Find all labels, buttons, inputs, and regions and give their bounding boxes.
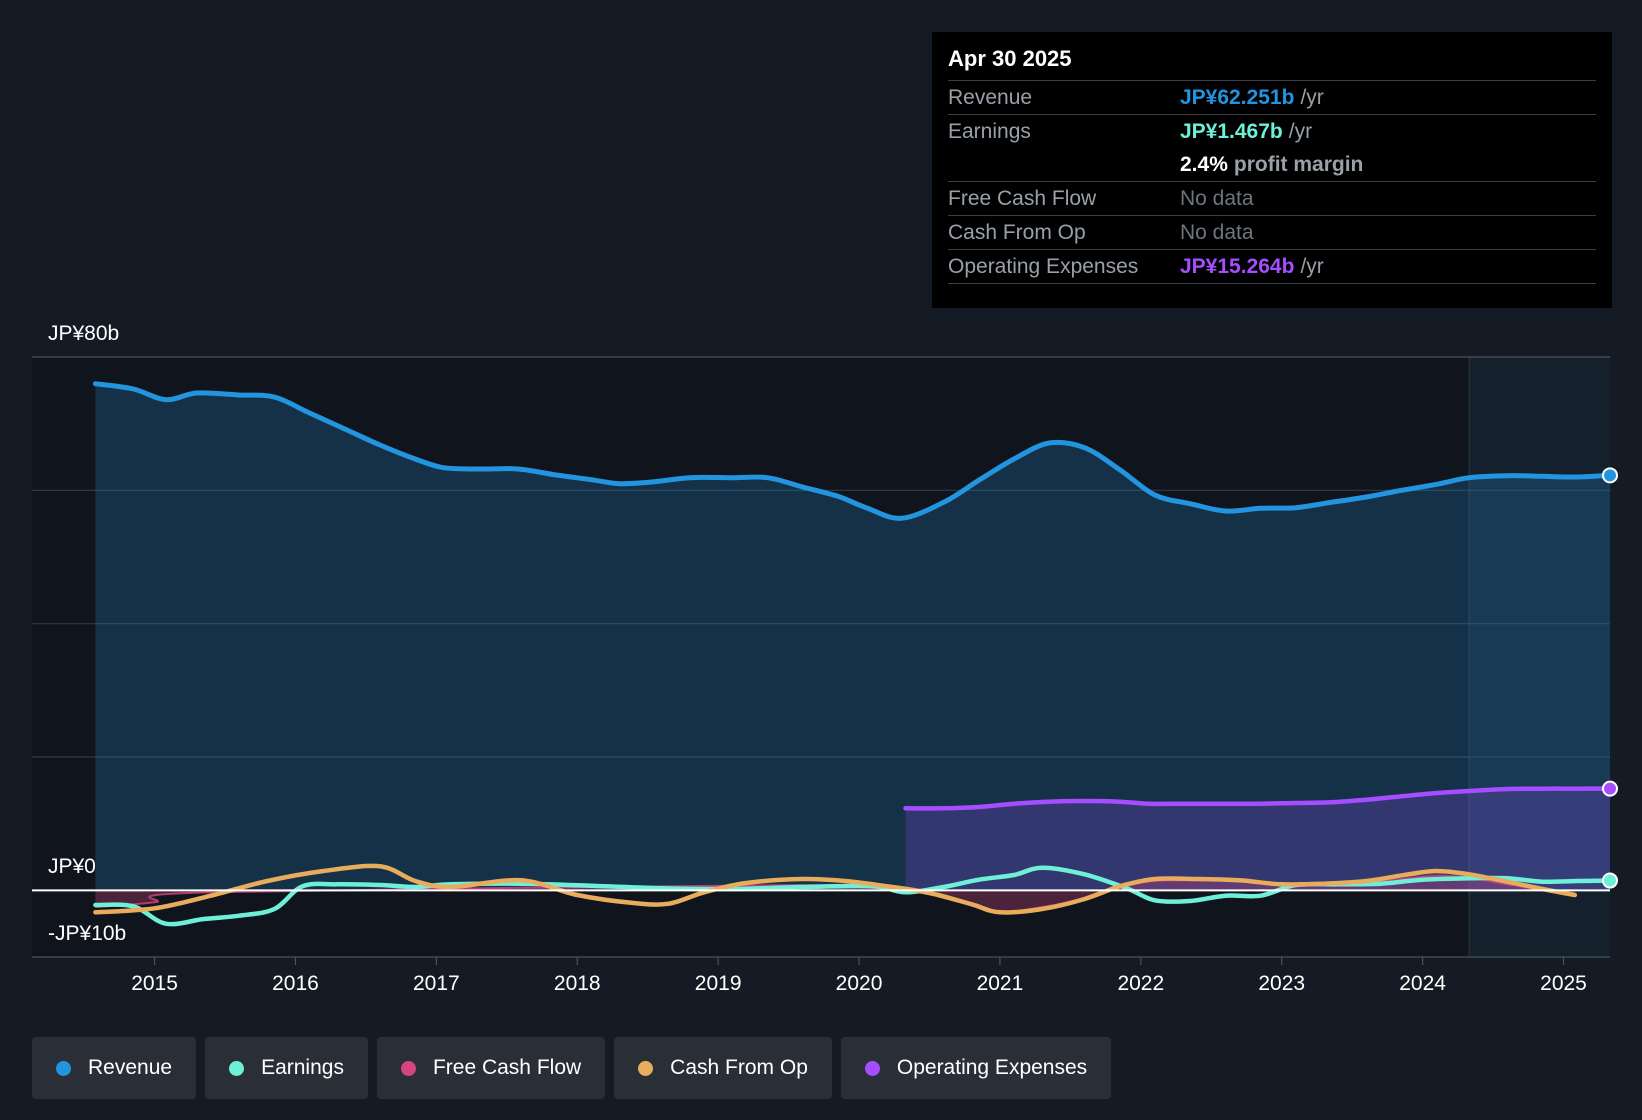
series-line-earnings[interactable] — [93, 865, 1613, 927]
legend-dot-icon — [400, 1060, 416, 1076]
x-tick-label: 2015 — [131, 972, 178, 995]
x-tick-label: 2020 — [836, 972, 883, 995]
x-tick-label: 2018 — [554, 972, 601, 995]
area-free-cash-flow — [95, 875, 1575, 913]
area-operating-expenses — [905, 788, 1610, 891]
tooltip-earnings-value: JP¥1.467b — [1180, 119, 1283, 143]
tooltip-divider — [948, 283, 1596, 284]
tooltip-margin-value: 2.4% — [1180, 152, 1228, 176]
tooltip-row-opex: Operating Expenses JP¥15.264b /yr — [948, 249, 1596, 283]
tooltip-row-margin: 2.4% profit margin — [948, 148, 1596, 181]
legend-item-operating-expenses[interactable]: Operating Expenses — [840, 1037, 1112, 1099]
legend-dot-icon — [56, 1060, 71, 1076]
legend-dot-icon — [229, 1060, 245, 1076]
legend-label: Cash From Op — [670, 1056, 808, 1079]
legend-dot-icon — [864, 1060, 880, 1076]
tooltip-margin-unit: profit margin — [1233, 152, 1364, 176]
legend-label: Earnings — [261, 1056, 344, 1079]
tooltip-opex-value: JP¥15.264b — [1180, 254, 1295, 278]
legend-dot-icon — [638, 1060, 654, 1076]
x-tick-label: 2017 — [413, 972, 460, 995]
tooltip-fcf-label: Free Cash Flow — [948, 186, 1097, 210]
legend-item-revenue[interactable]: Revenue — [32, 1037, 197, 1099]
x-tick-label: 2019 — [695, 972, 742, 995]
tooltip-row-revenue: Revenue JP¥62.251b /yr — [948, 80, 1596, 114]
legend-item-earnings[interactable]: Earnings — [205, 1037, 368, 1099]
tooltip-revenue-value: JP¥62.251b — [1180, 85, 1295, 109]
tooltip-cfo-label: Cash From Op — [948, 220, 1086, 244]
x-tick-label: 2022 — [1117, 972, 1164, 995]
legend: Revenue Earnings Free Cash Flow Cash Fro… — [32, 1037, 1120, 1099]
tooltip-row-fcf: Free Cash Flow No data — [948, 181, 1596, 215]
legend-item-free-cash-flow[interactable]: Free Cash Flow — [376, 1037, 606, 1099]
legend-label: Revenue — [88, 1056, 173, 1079]
x-tick-label: 2016 — [272, 972, 319, 995]
end-marker-operating-expenses[interactable] — [1602, 780, 1618, 797]
tooltip-panel: Apr 30 2025 Revenue JP¥62.251b /yr Earni… — [932, 32, 1612, 308]
legend-item-cash-from-op[interactable]: Cash From Op — [614, 1037, 832, 1099]
tooltip-revenue-label: Revenue — [948, 85, 1033, 109]
x-tick-label: 2024 — [1399, 972, 1446, 995]
tooltip-opex-label: Operating Expenses — [948, 254, 1139, 278]
x-tick-label: 2025 — [1540, 972, 1587, 995]
end-marker-revenue[interactable] — [1602, 467, 1618, 484]
plot-background — [32, 357, 1610, 957]
series-line-operating-expenses[interactable] — [903, 786, 1613, 811]
end-marker-earnings[interactable] — [1602, 872, 1618, 889]
tooltip-row-cfo: Cash From Op No data — [948, 215, 1596, 249]
legend-label: Free Cash Flow — [432, 1056, 582, 1079]
tooltip-earnings-label: Earnings — [948, 119, 1031, 143]
legend-label: Operating Expenses — [896, 1056, 1088, 1079]
series-line-cash-from-op[interactable] — [93, 863, 1578, 915]
y-axis-zero-label: JP¥0 — [48, 855, 96, 878]
x-tick-label: 2021 — [977, 972, 1024, 995]
tooltip-cfo-value: No data — [1180, 220, 1254, 244]
series-line-revenue[interactable] — [92, 381, 1613, 521]
tooltip-date: Apr 30 2025 — [948, 46, 1072, 71]
tooltip-revenue-unit: /yr — [1300, 85, 1324, 109]
tooltip-fcf-value: No data — [1180, 186, 1254, 210]
area-revenue — [95, 383, 1610, 891]
tooltip-opex-unit: /yr — [1300, 254, 1324, 278]
tooltip-earnings-unit: /yr — [1288, 119, 1313, 143]
x-tick-label: 2023 — [1258, 972, 1305, 995]
y-axis-bottom-label: -JP¥10b — [48, 922, 126, 945]
highlight-region — [1469, 357, 1610, 957]
y-axis-top-label: JP¥80b — [48, 322, 119, 345]
tooltip-row-earnings: Earnings JP¥1.467b /yr — [948, 114, 1596, 148]
